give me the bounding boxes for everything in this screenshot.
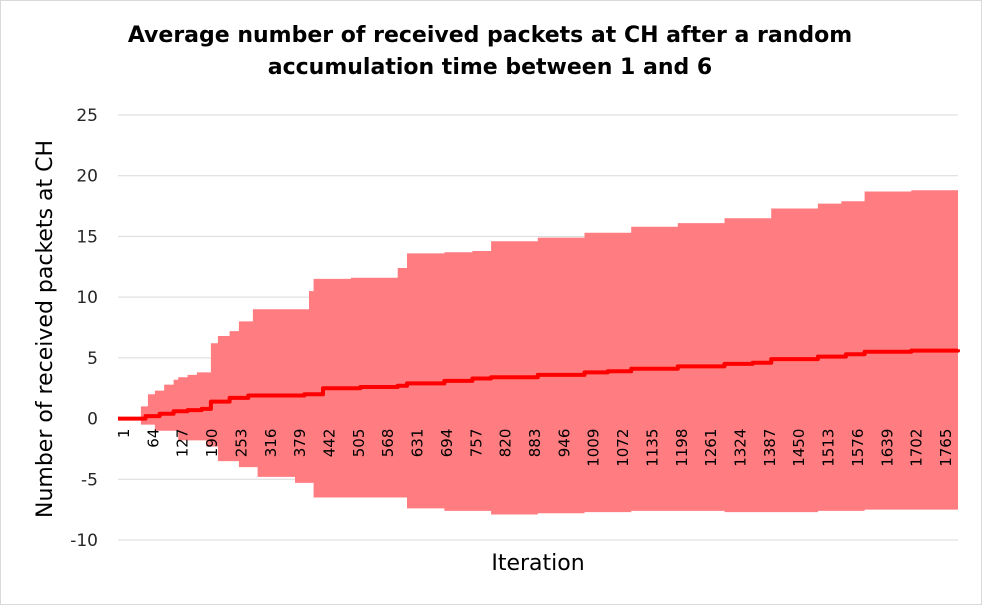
x-tick-label: 379	[291, 429, 309, 458]
y-tick-label: 20	[76, 167, 98, 187]
range-band	[118, 190, 958, 515]
x-tick-label: 694	[438, 429, 456, 458]
y-tick-label: -5	[81, 470, 98, 490]
x-tick-label: 946	[555, 429, 573, 458]
average-series-line	[118, 348, 960, 421]
chart-title: Average number of received packets at CH…	[90, 20, 890, 84]
x-tick-label: 253	[232, 429, 250, 458]
x-tick-label: 1261	[702, 429, 720, 467]
x-tick-label: 442	[321, 429, 339, 458]
range-area	[118, 190, 958, 515]
x-tick-labels: 1 64 127 190 253 316 379 442 505 568 631 694 757 820 8…	[115, 429, 955, 467]
x-tick-label: 1702	[908, 429, 926, 467]
y-tick-label: -10	[70, 531, 98, 551]
x-tick-label: 64	[144, 429, 162, 448]
y-tick-label: 10	[76, 288, 98, 308]
y-tick-label: 0	[87, 410, 98, 430]
x-tick-label: 1324	[732, 429, 750, 467]
x-tick-label: 1639	[878, 429, 896, 467]
x-tick-label: 1009	[585, 429, 603, 467]
chart-title-line-2: accumulation time between 1 and 6	[267, 55, 713, 80]
average-line	[118, 348, 960, 421]
y-tick-label: 15	[76, 227, 98, 247]
x-tick-label: 1	[115, 429, 133, 439]
x-tick-label: 1576	[849, 429, 867, 467]
x-tick-label: 1135	[643, 429, 661, 467]
x-axis-label: Iteration	[491, 551, 584, 576]
y-tick-label: 5	[87, 349, 98, 369]
x-tick-label: 631	[409, 429, 427, 458]
x-tick-label: 757	[467, 429, 485, 458]
x-tick-label: 1450	[790, 429, 808, 467]
x-tick-label: 568	[379, 429, 397, 458]
x-tick-label: 190	[203, 429, 221, 458]
x-tick-label: 505	[350, 429, 368, 458]
x-tick-label: 1513	[820, 429, 838, 467]
x-tick-label: 1765	[937, 429, 955, 467]
chart-title-line-1: Average number of received packets at CH…	[127, 23, 853, 48]
x-tick-label: 820	[497, 429, 515, 458]
x-tick-label: 1198	[673, 429, 691, 467]
y-axis-label: Number of received packets at CH	[33, 140, 58, 518]
x-tick-label: 1387	[761, 429, 779, 467]
y-tick-label: 25	[76, 106, 98, 126]
x-tick-label: 883	[526, 429, 544, 458]
x-tick-label: 1072	[614, 429, 632, 467]
x-tick-label: 316	[262, 429, 280, 458]
x-tick-label: 127	[174, 429, 192, 458]
y-tick-labels: 25 20 15 10 5 0 -5 -10	[70, 106, 98, 551]
